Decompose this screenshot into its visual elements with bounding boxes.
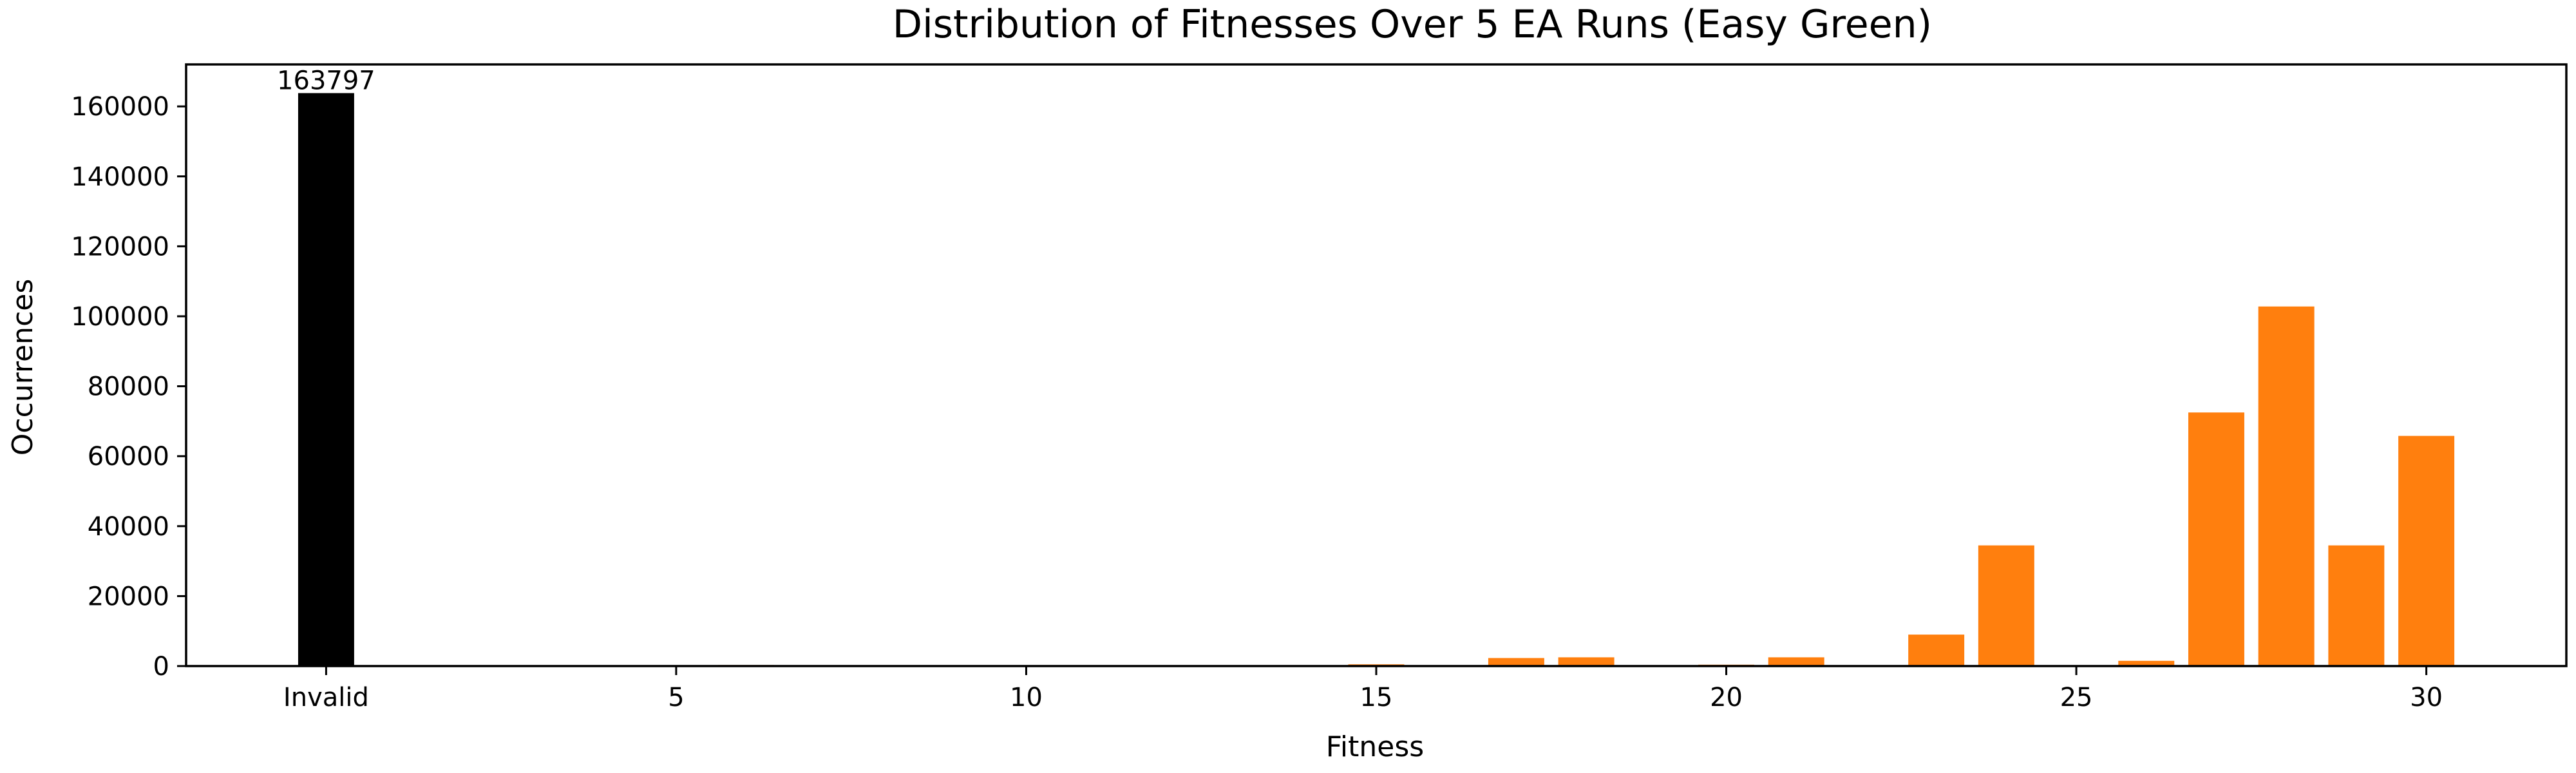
- bar-fitness-18: [1558, 657, 1615, 666]
- y-tick-label: 40000: [88, 512, 169, 542]
- bar-invalid: [298, 93, 354, 667]
- y-tick-label: 100000: [71, 302, 169, 332]
- bar-fitness-26: [2118, 660, 2175, 666]
- bar-fitness-30: [2398, 435, 2455, 666]
- y-tick-label: 60000: [88, 442, 169, 472]
- y-tick-label: 120000: [71, 232, 169, 262]
- x-tick-label: 15: [1360, 683, 1393, 712]
- bar-fitness-29: [2328, 545, 2385, 666]
- bar-value-label: 163797: [277, 66, 375, 96]
- bar-fitness-17: [1488, 658, 1544, 666]
- y-tick-label: 140000: [71, 162, 169, 192]
- bar-fitness-21: [1768, 657, 1824, 666]
- chart-title: Distribution of Fitnesses Over 5 EA Runs…: [893, 2, 1932, 47]
- y-tick-label: 160000: [71, 92, 169, 122]
- y-tick-label: 20000: [88, 582, 169, 611]
- bar-fitness-23: [1908, 635, 1965, 666]
- plot-area: 163797 Invalid 5 10 15 20 25 30 0 20000 40000 60000…: [71, 63, 2568, 712]
- bar-fitness-24: [1978, 545, 2034, 666]
- y-axis-label: Occurrences: [6, 279, 39, 455]
- x-tick-label: 5: [668, 683, 684, 712]
- x-tick-label: 25: [2060, 683, 2093, 712]
- x-tick-label: 30: [2410, 683, 2443, 712]
- bar-fitness-28: [2258, 306, 2315, 666]
- x-tick-label: Invalid: [283, 683, 369, 712]
- bar-fitness-27: [2188, 412, 2244, 666]
- x-tick-label: 20: [1710, 683, 1743, 712]
- x-tick-label: 10: [1010, 683, 1043, 712]
- y-tick-label: 0: [153, 652, 169, 682]
- x-axis-label: Fitness: [1326, 730, 1424, 763]
- y-tick-label: 80000: [88, 372, 169, 402]
